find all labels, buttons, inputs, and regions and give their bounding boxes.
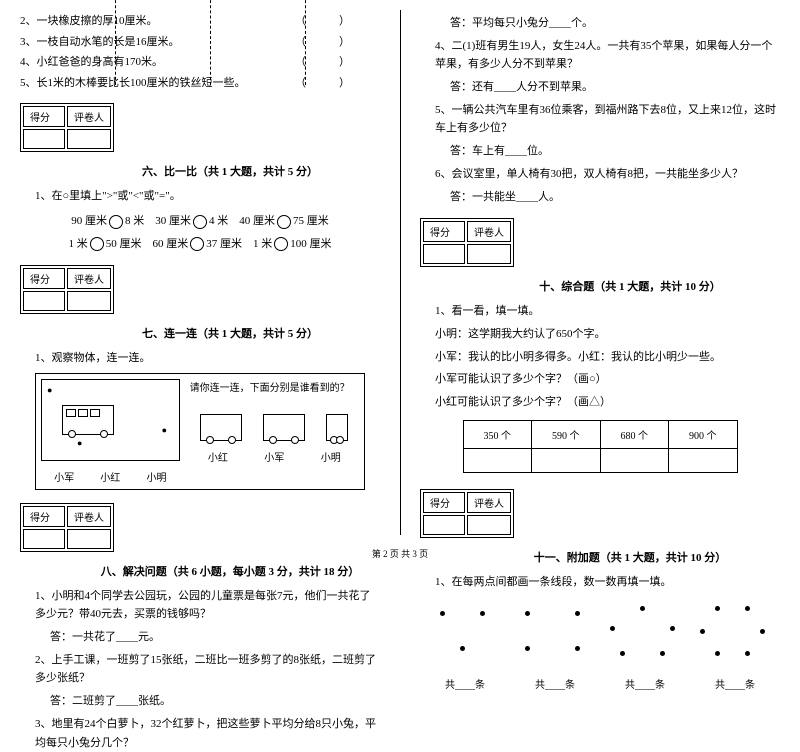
q10: 1、看一看，填一填。 [435,302,780,321]
q8-2: 2、上手工课，一班剪了15张纸，二班比一班多剪了的8张纸，二班剪了多少张纸？ [35,651,380,688]
q8-6: 6、会议室里，单人椅有30把，双人椅有8把，一共能坐多少人？ [435,165,780,184]
fill-row: 共____条 共____条 共____条 共____条 [420,676,780,691]
item-5: 5、长1米的木棒要比长100厘米的铁丝短一些。（ ） [20,75,380,93]
section-8-title: 八、解决问题（共 6 小题，每小题 3 分，共计 18 分） [80,563,380,579]
item-2: 2、一块橡皮擦的厚10厘米。（ ） [20,13,380,31]
q8-5: 5、一辆公共汽车里有36位乘客，到福州路下去8位，又上来12位，这时车上有多少位… [435,101,780,138]
q10a: 小明：这学期我大约认了650个字。 [435,325,780,344]
item-3: 3、一枝自动水笔的长是16厘米。（ ） [20,34,380,52]
q8-5a: 答：车上有____位。 [450,142,780,161]
score-box-11: 得分评卷人 [420,489,514,538]
q10c: 小军可能认识了多少个字？（画○） [435,370,780,389]
section-6-title: 六、比一比（共 1 大题，共计 5 分） [80,163,380,179]
section-10-title: 十、综合题（共 1 大题，共计 10 分） [480,278,780,294]
score-box-8: 得分评卷人 [20,503,114,552]
q8-2a: 答：二班剪了____张纸。 [50,692,380,711]
bus-diagram: ● ● ● 小军小红小明 请你连一连，下面分别是谁看到的？ 小红小军小明 [35,373,365,490]
score-box-10: 得分评卷人 [420,218,514,267]
q6: 1、在○里填上">"或"<"或"="。 [35,187,380,206]
q8-1a: 答：一共花了____元。 [50,628,380,647]
score-box-6: 得分评卷人 [20,103,114,152]
score-box-7: 得分评卷人 [20,265,114,314]
compare-row-2: 1 米50 厘米 60 厘米37 厘米 1 米100 厘米 [20,235,380,251]
q8-4: 4、二(1)班有男生19人，女生24人。一共有35个苹果，如果每人分一个苹果，有… [435,37,780,74]
q10d: 小红可能认识了多少个字？（画△） [435,393,780,412]
item-4: 4、小红爸爸的身高有170米。（ ） [20,54,380,72]
q11: 1、在每两点间都画一条线段，数一数再填一填。 [435,573,780,592]
q8-4a: 答：还有____人分不到苹果。 [450,78,780,97]
q10b: 小军：我认的比小明多得多。小红：我认的比小明少一些。 [435,348,780,367]
q8-1: 1、小明和4个同学去公园玩，公园的儿童票是每张7元，他们一共花了多少元？带40元… [35,587,380,624]
section-7-title: 七、连一连（共 1 大题，共计 5 分） [80,325,380,341]
dot-diagram [420,601,780,661]
q7: 1、观察物体，连一连。 [35,349,380,368]
q8-3: 3、地里有24个白萝卜，32个红萝卜，把这些萝卜平均分给8只小兔，平均每只小兔分… [35,715,380,752]
compare-row-1: 90 厘米8 米 30 厘米4 米 40 厘米75 厘米 [20,212,380,228]
q8-6a: 答：一共能坐____人。 [450,188,780,207]
q8-3a: 答：平均每只小兔分____个。 [450,14,780,33]
answer-table: 350 个590 个680 个900 个 [463,420,738,473]
page-footer: 第 2 页 共 3 页 [0,547,800,560]
